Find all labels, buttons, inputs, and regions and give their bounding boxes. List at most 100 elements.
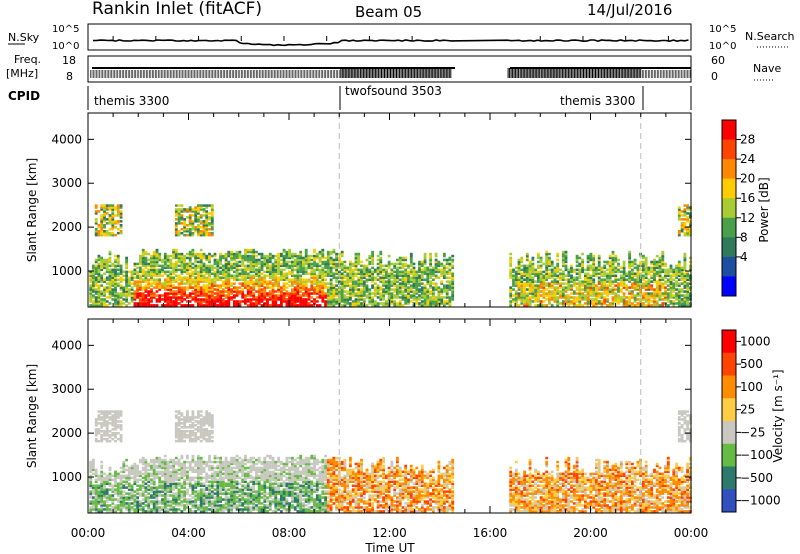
scatter-cell: [271, 272, 275, 275]
colorbar-tick-label: 8: [740, 230, 748, 244]
scatter-cell: [94, 304, 98, 307]
scatter-cell: [302, 260, 305, 264]
scatter-cell: [163, 296, 167, 299]
scatter-cell: [340, 260, 344, 264]
scatter-cell: [409, 300, 413, 303]
scatter-cell: [661, 268, 665, 272]
scatter-cell: [575, 276, 579, 279]
scatter-cell: [517, 296, 521, 299]
scatter-cell: [360, 264, 363, 268]
scatter-cell: [387, 272, 391, 275]
scatter-cell: [680, 288, 684, 291]
scatter-cell: [597, 282, 601, 285]
scatter-cell: [307, 294, 311, 297]
scatter-cell: [429, 256, 432, 260]
scatter-cell: [199, 260, 203, 264]
scatter-cell: [686, 284, 689, 287]
scatter-cell: [625, 278, 629, 281]
scatter-cell: [578, 262, 582, 266]
scatter-cell: [677, 294, 681, 297]
scatter-cell: [205, 222, 209, 225]
scatter-cell: [326, 270, 330, 274]
scatter-cell: [299, 296, 303, 299]
scatter-cell: [329, 284, 333, 287]
scatter-cell: [321, 282, 325, 285]
scatter-cell: [296, 266, 300, 270]
scatter-cell: [111, 298, 115, 301]
scatter-cell: [92, 468, 95, 472]
scatter-cell: [241, 284, 245, 287]
scatter-cell: [387, 282, 391, 285]
scatter-cell: [224, 278, 228, 281]
scatter-cell: [100, 208, 104, 211]
scatter-cell: [545, 278, 549, 281]
scatter-cell: [285, 264, 289, 268]
scatter-cell: [105, 230, 109, 233]
scatter-cell: [210, 210, 214, 213]
scatter-cell: [625, 286, 629, 289]
scatter-cell: [136, 276, 139, 279]
scatter-cell: [677, 210, 681, 213]
scatter-cell: [611, 280, 615, 283]
scatter-cell: [103, 508, 106, 511]
scatter-cell: [111, 486, 115, 489]
scatter-cell: [647, 286, 651, 289]
scatter-cell: [174, 278, 178, 281]
scatter-cell: [537, 298, 540, 301]
scatter-cell: [448, 300, 452, 303]
scatter-cell: [158, 298, 162, 301]
scatter-cell: [227, 290, 231, 293]
scatter-cell: [382, 282, 385, 285]
scatter-cell: [633, 260, 637, 264]
velocity-scatter-cells: [89, 319, 692, 513]
scatter-cell: [139, 302, 142, 305]
scatter-cell: [208, 228, 211, 231]
scatter-cell: [595, 272, 598, 275]
scatter-cell: [343, 290, 347, 293]
scatter-cell: [412, 284, 416, 287]
scatter-cell: [561, 252, 565, 256]
scatter-cell: [545, 258, 549, 262]
scatter-cell: [260, 296, 264, 299]
scatter-cell: [169, 272, 173, 275]
scatter-cell: [133, 284, 137, 287]
scatter-cell: [114, 432, 117, 435]
scatter-cell: [371, 262, 374, 266]
scatter-cell: [210, 208, 214, 211]
scatter-cell: [614, 254, 618, 258]
scatter-cell: [280, 254, 283, 258]
scatter-cell: [415, 282, 419, 285]
scatter-cell: [194, 216, 198, 219]
scatter-cell: [244, 248, 247, 252]
scatter-cell: [343, 296, 347, 299]
scatter-cell: [114, 206, 117, 209]
scatter-cell: [141, 262, 145, 266]
scatter-cell: [127, 290, 131, 293]
scatter-cell: [608, 302, 612, 305]
scatter-cell: [324, 256, 327, 260]
scatter-cell: [409, 270, 413, 274]
scatter-cell: [603, 280, 607, 283]
scatter-cell: [280, 274, 283, 277]
scatter-cell: [111, 506, 115, 509]
scatter-cell: [658, 282, 662, 285]
scatter-cell: [252, 260, 256, 264]
scatter-cell: [545, 268, 549, 272]
scatter-cell: [443, 258, 446, 262]
scatter-cell: [415, 298, 419, 301]
scatter-cell: [100, 218, 104, 221]
scatter-cell: [103, 288, 106, 291]
scatter-cell: [418, 294, 421, 297]
scatter-cell: [683, 278, 687, 281]
scatter-cell: [304, 268, 308, 272]
scatter-cell: [680, 224, 684, 227]
scatter-cell: [669, 296, 673, 299]
scatter-cell: [686, 212, 689, 215]
scatter-cell: [448, 280, 452, 283]
scatter-cell: [227, 274, 231, 277]
scatter-cell: [103, 476, 106, 480]
scatter-cell: [103, 272, 106, 275]
scatter-cell: [349, 286, 352, 289]
scatter-cell: [600, 294, 604, 297]
scatter-cell: [130, 270, 134, 274]
